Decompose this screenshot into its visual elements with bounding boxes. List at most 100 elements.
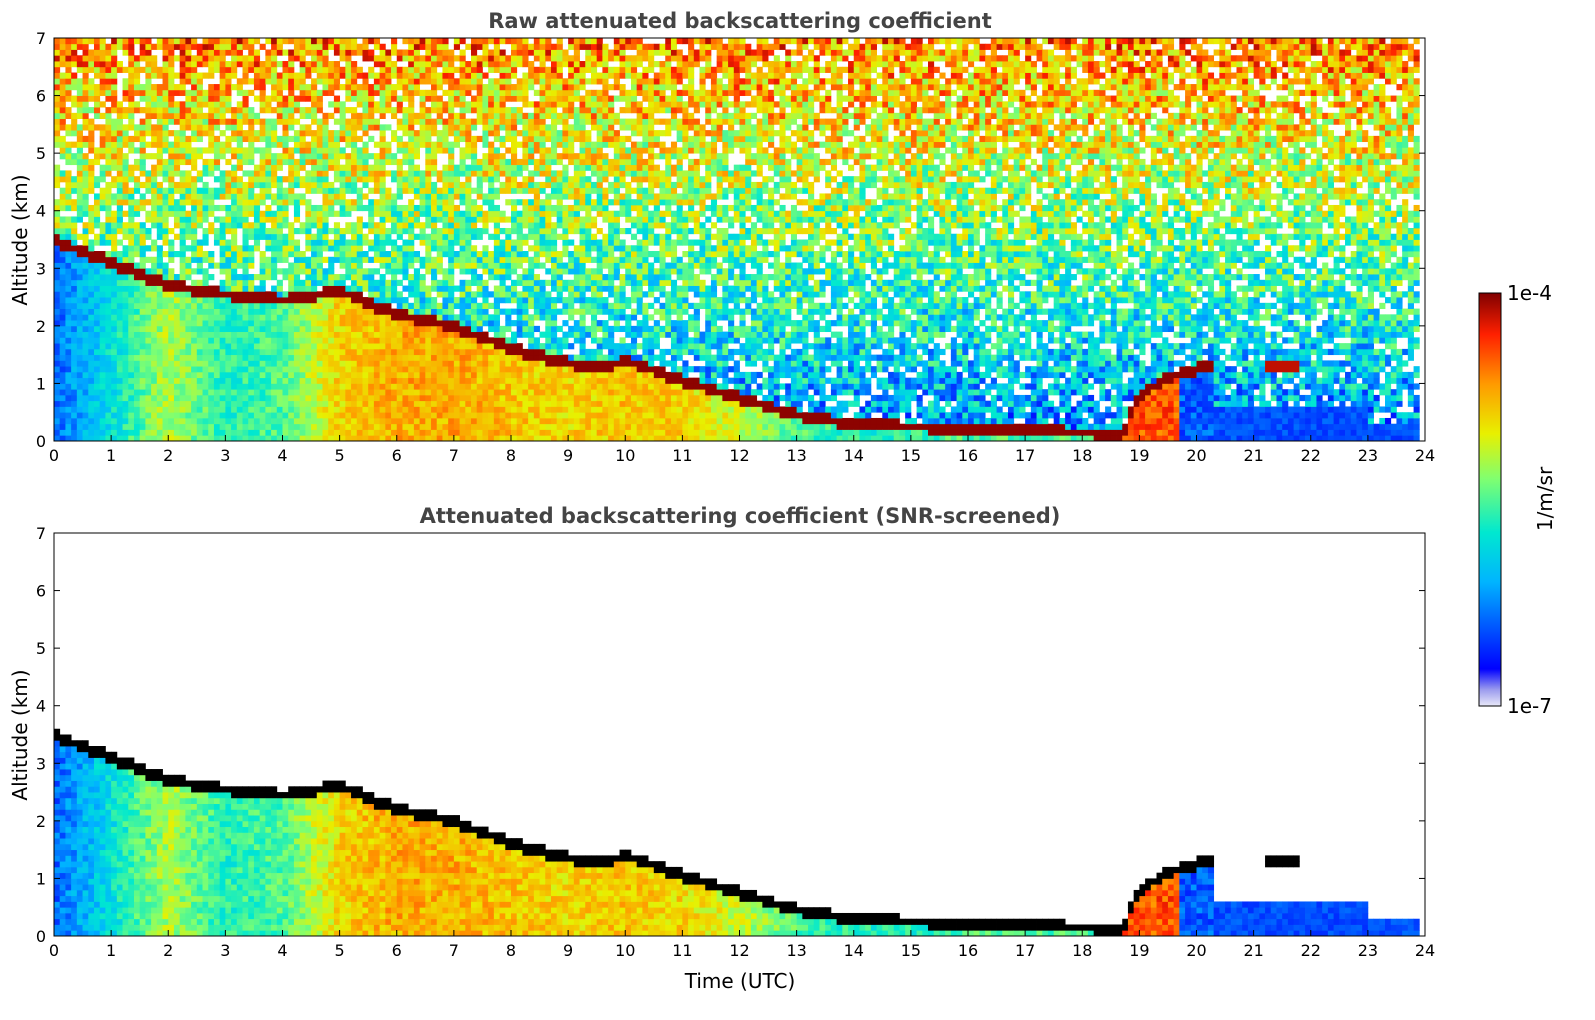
heatmap-cell <box>471 199 478 206</box>
heatmap-cell <box>351 371 358 379</box>
heatmap-cell <box>271 222 278 229</box>
heatmap-cell <box>282 251 289 258</box>
heatmap-cell <box>191 320 198 327</box>
heatmap-cell <box>282 406 289 413</box>
heatmap-cell <box>213 95 221 102</box>
heatmap-cell <box>351 360 358 367</box>
heatmap-cell <box>248 49 255 56</box>
heatmap-cell <box>379 193 386 200</box>
heatmap-cell <box>271 302 278 309</box>
heatmap-cell <box>231 348 238 356</box>
heatmap-cell <box>379 354 386 361</box>
heatmap-cell <box>379 308 386 315</box>
heatmap-cell <box>105 262 112 269</box>
heatmap-cell <box>482 371 489 379</box>
heatmap-cell <box>499 366 506 373</box>
heatmap-cell <box>151 400 158 407</box>
heatmap-cell <box>173 412 181 419</box>
heatmap-cell <box>482 222 489 229</box>
heatmap-cell <box>402 285 409 292</box>
heatmap-cell <box>476 118 483 125</box>
heatmap-cell <box>379 320 386 327</box>
heatmap-cell <box>442 124 449 131</box>
heatmap-cell <box>345 107 352 114</box>
heatmap-cell <box>213 61 221 68</box>
heatmap-cell <box>293 210 301 217</box>
heatmap-cell <box>299 429 306 436</box>
heatmap-cell <box>276 343 283 350</box>
heatmap-cell <box>311 187 318 194</box>
heatmap-cell <box>402 308 409 315</box>
heatmap-cell <box>453 423 460 430</box>
heatmap-cell <box>299 199 306 206</box>
heatmap-cell <box>333 279 341 286</box>
heatmap-cell <box>225 66 232 73</box>
heatmap-cell <box>488 176 495 183</box>
heatmap-cell <box>505 360 512 367</box>
heatmap-cell <box>71 130 78 137</box>
heatmap-cell <box>105 268 112 275</box>
heatmap-cell <box>156 417 163 425</box>
heatmap-cell <box>265 429 272 436</box>
heatmap-cell <box>413 43 420 50</box>
heatmap-cell <box>316 417 323 425</box>
heatmap-cell <box>293 164 301 171</box>
heatmap-cell <box>133 158 141 166</box>
heatmap-cell <box>356 101 363 108</box>
heatmap-cell <box>362 314 369 321</box>
heatmap-cell <box>408 291 415 298</box>
heatmap-cell <box>413 66 420 73</box>
heatmap-cell <box>133 354 141 361</box>
heatmap-cell <box>162 199 169 206</box>
heatmap-cell <box>368 118 375 125</box>
heatmap-cell <box>373 43 381 50</box>
heatmap-cell <box>356 49 363 56</box>
heatmap-cell <box>151 55 158 62</box>
heatmap-cell <box>236 291 243 298</box>
heatmap-cell <box>345 297 352 304</box>
heatmap-cell <box>65 124 72 131</box>
heatmap-cell <box>379 61 386 68</box>
heatmap-cell <box>396 308 403 315</box>
heatmap-cell <box>179 331 186 338</box>
heatmap-cell <box>459 118 466 125</box>
heatmap-cell <box>368 274 375 281</box>
heatmap-cell <box>396 84 403 91</box>
heatmap-cell <box>431 204 438 212</box>
heatmap-cell <box>408 325 415 333</box>
heatmap-cell <box>54 210 61 217</box>
heatmap-cell <box>162 233 169 240</box>
heatmap-cell <box>322 279 329 286</box>
heatmap-cell <box>368 360 375 367</box>
heatmap-cell <box>322 153 329 160</box>
heatmap-cell <box>185 153 192 160</box>
heatmap-cell <box>93 268 101 275</box>
heatmap-cell <box>356 400 363 407</box>
heatmap-cell <box>265 72 272 79</box>
heatmap-cell <box>351 331 358 338</box>
heatmap-cell <box>482 176 489 183</box>
heatmap-cell <box>408 274 415 281</box>
heatmap-cell <box>431 412 438 419</box>
heatmap-cell <box>293 147 301 154</box>
heatmap-cell <box>196 239 203 246</box>
heatmap-cell <box>225 118 232 125</box>
heatmap-cell <box>362 377 369 384</box>
heatmap-cell <box>116 343 123 350</box>
heatmap-cell <box>351 251 358 258</box>
heatmap-cell <box>133 262 141 269</box>
heatmap-cell <box>471 406 478 413</box>
heatmap-cell <box>116 314 123 321</box>
heatmap-cell <box>316 216 323 223</box>
heatmap-cell <box>231 55 238 62</box>
heatmap-cell <box>225 279 232 286</box>
heatmap-cell <box>253 199 261 206</box>
heatmap-cell <box>122 394 129 402</box>
heatmap-cell <box>139 204 146 212</box>
heatmap-cell <box>373 308 381 315</box>
heatmap-cell <box>219 308 226 315</box>
heatmap-cell <box>179 199 186 206</box>
heatmap-cell <box>448 49 455 56</box>
heatmap-cell <box>379 216 386 223</box>
heatmap-cell <box>219 279 226 286</box>
